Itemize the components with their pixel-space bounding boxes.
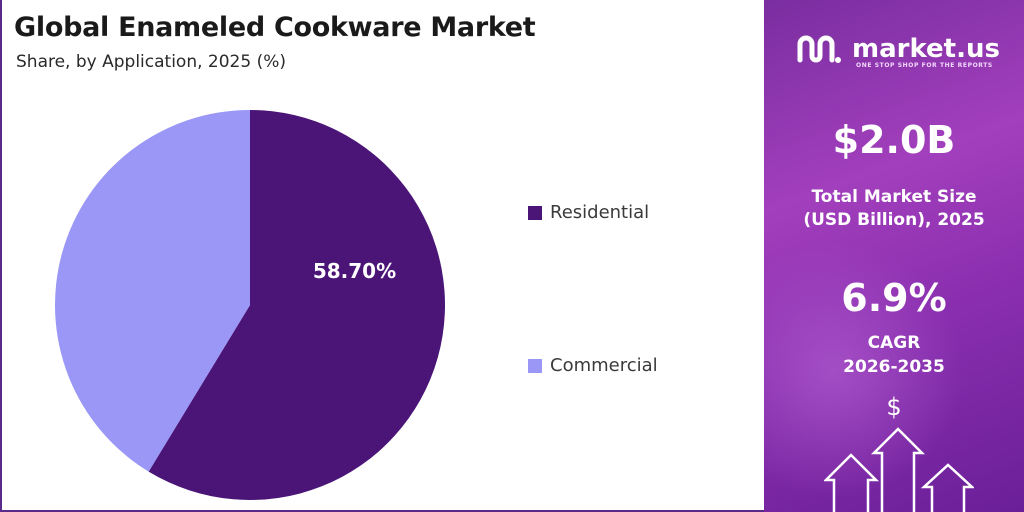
- chart-panel: Global Enameled Cookware Market Share, b…: [0, 0, 764, 512]
- chart-subtitle: Share, by Application, 2025 (%): [16, 52, 286, 72]
- cagr-value: 6.9%: [841, 276, 947, 320]
- market-size-label-line2: (USD Billion), 2025: [803, 210, 985, 230]
- legend-label-residential: Residential: [550, 202, 650, 223]
- cagr-period: 2026-2035: [843, 357, 945, 377]
- legend-swatch-commercial: [528, 358, 542, 373]
- market-us-logo-icon: [797, 35, 841, 63]
- dollar-symbol: $: [886, 393, 902, 421]
- brand-tagline: ONE STOP SHOP FOR THE REPORTS: [856, 62, 993, 69]
- pie-slice-residential: [148, 110, 446, 500]
- brand-name: market.us: [852, 34, 1000, 64]
- legend-item-residential: Residential: [528, 202, 649, 223]
- legend-label-commercial: Commercial: [550, 355, 658, 376]
- pie-chart: 58.70%: [55, 110, 446, 500]
- brand-logo: market.us: [794, 32, 1000, 66]
- legend-swatch-residential: [528, 205, 542, 220]
- legend-item-commercial: Commercial: [528, 355, 658, 376]
- pie-data-label-residential: 58.70%: [313, 259, 396, 283]
- growth-arrows-icon: [824, 427, 974, 512]
- cagr-label: CAGR: [867, 333, 921, 353]
- pie-slice-commercial: [55, 110, 251, 472]
- market-size-label-line1: Total Market Size: [811, 187, 977, 207]
- summary-panel: market.us ONE STOP SHOP FOR THE REPORTS …: [764, 0, 1024, 512]
- chart-title: Global Enameled Cookware Market: [14, 12, 536, 43]
- market-size-value: $2.0B: [832, 118, 956, 162]
